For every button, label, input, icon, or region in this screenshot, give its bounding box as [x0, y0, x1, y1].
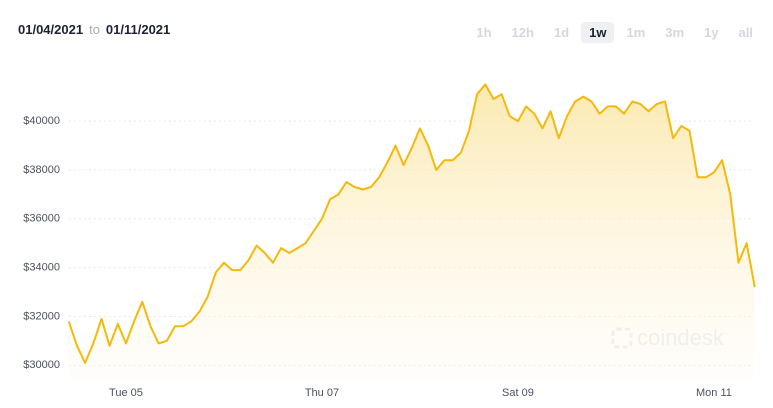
y-tick-label: $32000: [23, 310, 60, 322]
range-button[interactable]: 3m: [665, 25, 685, 40]
range-button[interactable]: 12h: [511, 25, 534, 40]
x-tick-label: Mon 11: [696, 387, 732, 399]
date-to-word: to: [89, 22, 100, 37]
range-button[interactable]: 1m: [626, 25, 646, 40]
range-button[interactable]: all: [738, 25, 753, 40]
date-to: 01/11/2021: [105, 22, 171, 37]
range-button[interactable]: 1y: [704, 25, 719, 40]
watermark: coindesk: [611, 325, 725, 350]
x-tick-label: Thu 07: [305, 387, 339, 399]
date-from: 01/04/2021: [18, 22, 84, 37]
range-button[interactable]: 1d: [553, 25, 570, 40]
y-tick-label: $38000: [23, 164, 60, 176]
area-fill: [68, 84, 755, 381]
y-tick-label: $40000: [23, 115, 60, 127]
x-tick-label: Tue 05: [109, 387, 143, 399]
range-buttons: 1h 12h 1d 1w 1m 3m 1y all: [468, 22, 761, 43]
y-tick-label: $36000: [23, 213, 60, 225]
y-tick-label: $30000: [23, 359, 60, 371]
y-tick-label: $34000: [23, 262, 60, 274]
date-range: 01/04/2021 to 01/11/2021: [18, 22, 170, 37]
range-button[interactable]: 1w: [581, 22, 615, 43]
range-button[interactable]: 1h: [476, 25, 492, 40]
x-tick-label: Sat 09: [502, 387, 534, 399]
price-line: [67, 83, 756, 364]
watermark-text: coindesk: [637, 325, 725, 350]
